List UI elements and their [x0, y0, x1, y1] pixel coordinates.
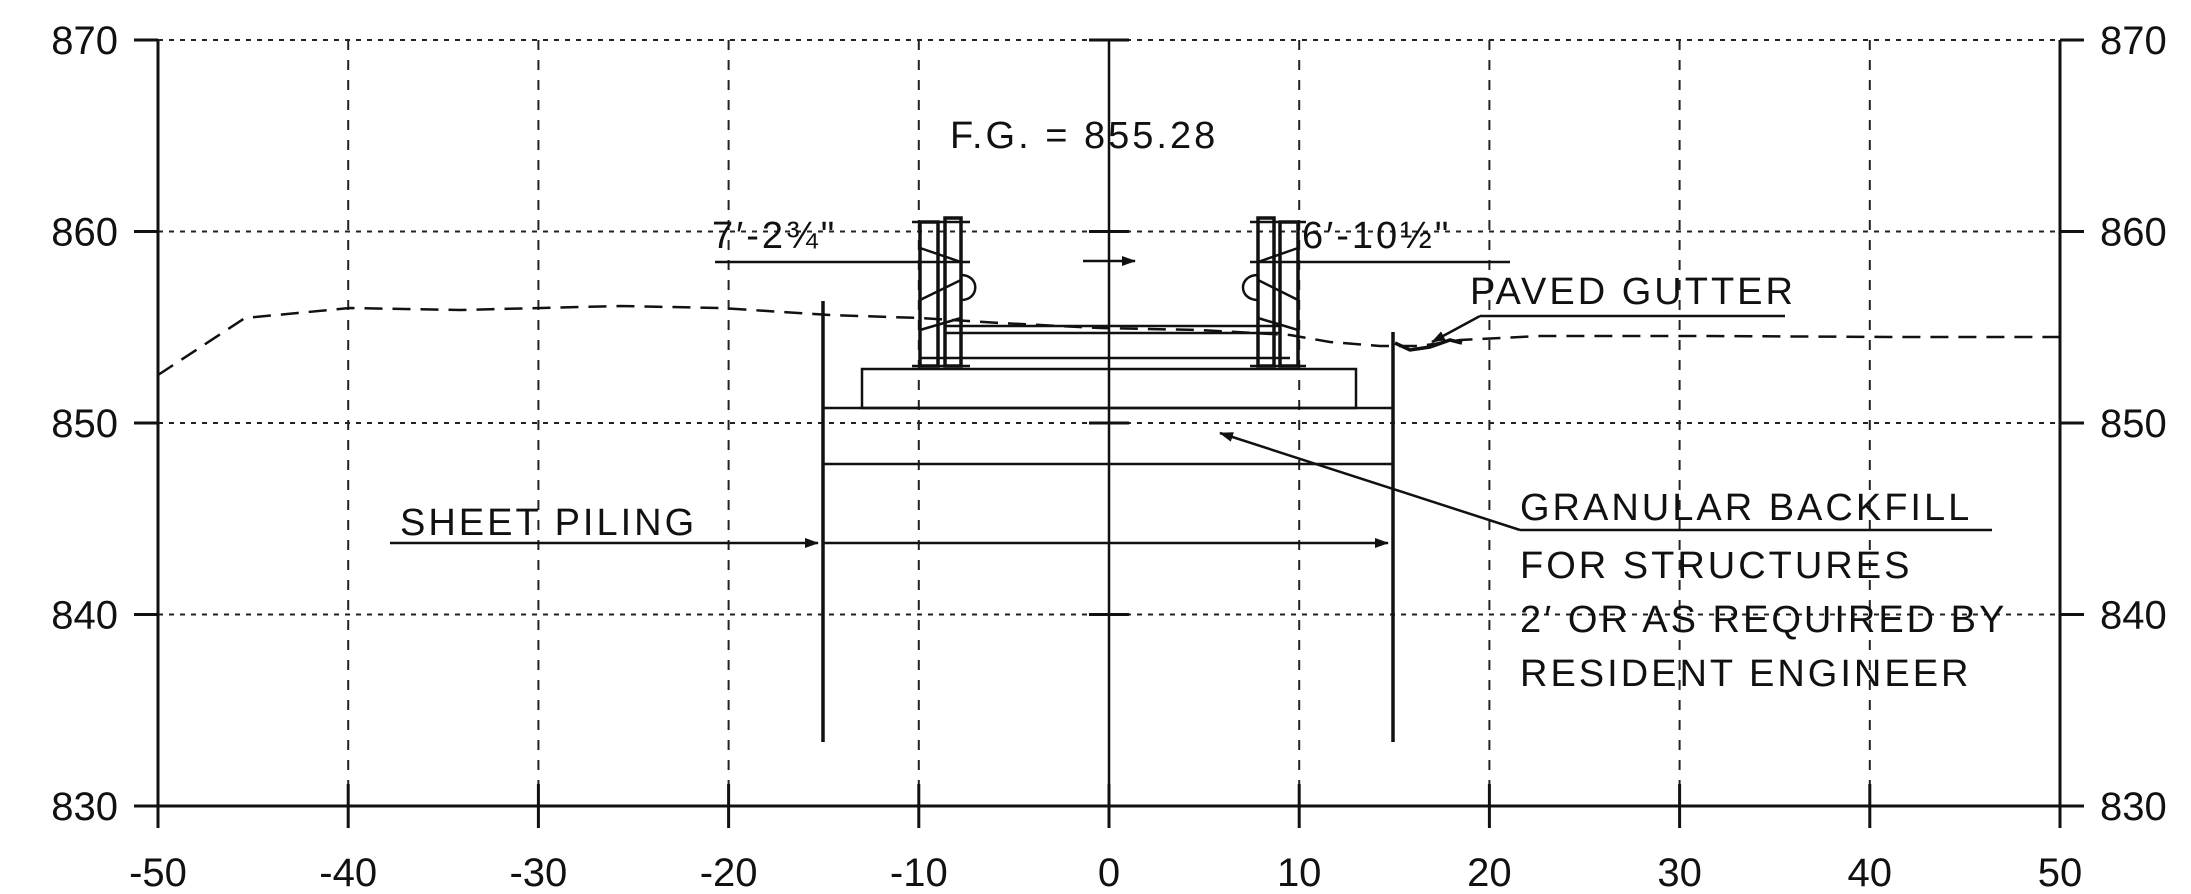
backfill-text-line1: GRANULAR BACKFILL	[1520, 487, 1972, 529]
x-axis-label: -30	[509, 851, 567, 894]
x-axis-label: 10	[1277, 851, 1322, 894]
sheet-piling-text: SHEET PILING	[400, 502, 697, 544]
y-axis-left-label: 870	[51, 19, 118, 63]
x-axis-label: 50	[2038, 851, 2083, 894]
backfill-text-line4: RESIDENT ENGINEER	[1520, 653, 1971, 695]
x-axis-label: 40	[1848, 851, 1893, 894]
x-axis-label: 0	[1098, 851, 1120, 894]
backfill-text-line3: 2′ OR AS REQUIRED BY	[1520, 599, 2007, 641]
paved-gutter-leader-arrow	[1431, 314, 1481, 344]
left-railing	[912, 216, 977, 368]
y-axis-right-label: 840	[2100, 594, 2167, 638]
y-axis-left-label: 850	[51, 402, 118, 446]
x-axis-labels: -50 -40 -30 -20 -10 0 10 20 30 40 50	[129, 851, 2082, 894]
y-axis-right-label: 830	[2100, 785, 2167, 829]
y-axis-right-label: 850	[2100, 402, 2167, 446]
x-axis-label: -50	[129, 851, 187, 894]
right-dimension-text: 6′-10½"	[1302, 215, 1451, 257]
existing-ground-line	[157, 304, 2060, 377]
y-axis-right-label: 870	[2100, 19, 2167, 63]
paved-gutter-text: PAVED GUTTER	[1470, 271, 1796, 313]
x-axis-label: -20	[700, 851, 758, 894]
backfill-text-line2: FOR STRUCTURES	[1520, 545, 1912, 587]
right-railing	[1241, 216, 1306, 368]
y-axis-left-label: 830	[51, 785, 118, 829]
y-axis-left-label: 860	[51, 211, 118, 255]
frame-layer	[134, 38, 2084, 828]
x-axis-label: 20	[1467, 851, 1512, 894]
y-axis-left-label: 840	[51, 594, 118, 638]
x-axis-label: -10	[890, 851, 948, 894]
y-axis-left-labels: 870 860 850 840 830	[51, 19, 118, 829]
y-axis-right-labels: 870 860 850 840 830	[2100, 19, 2167, 829]
left-dimension-text: 7′-2¾"	[712, 215, 837, 257]
finished-grade-text: F.G. = 855.28	[950, 115, 1218, 157]
backfill-leader-arrow	[1219, 431, 1521, 532]
y-axis-right-label: 860	[2100, 211, 2167, 255]
x-axis-label: 30	[1657, 851, 1702, 894]
paved-gutter	[1394, 338, 1463, 352]
x-axis-label: -40	[319, 851, 377, 894]
